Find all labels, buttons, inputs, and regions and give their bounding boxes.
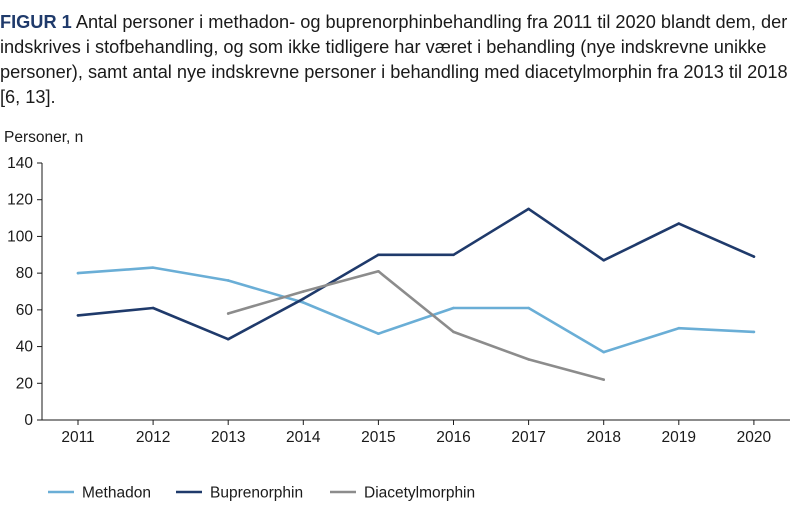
x-tick-label: 2018 (586, 429, 620, 446)
x-tick-label: 2016 (436, 429, 470, 446)
data-point-methadon (752, 330, 756, 334)
x-tick-label: 2020 (737, 429, 772, 446)
y-tick-label: 60 (16, 302, 34, 319)
legend-label-methadon: Methadon (82, 485, 151, 502)
x-tick-label: 2017 (511, 429, 545, 446)
legend-label-diacetylmorphin: Diacetylmorphin (364, 485, 475, 502)
data-point-buprenorphin (377, 253, 380, 257)
data-point-diacetylmorphin (302, 290, 305, 293)
data-point-diacetylmorphin (602, 378, 605, 381)
data-point-buprenorphin (527, 207, 530, 211)
legend-label-buprenorphin: Buprenorphin (210, 485, 303, 502)
series-line-diacetylmorphin (226, 269, 606, 381)
data-point-buprenorphin (752, 255, 756, 258)
y-tick-label: 20 (16, 375, 34, 392)
x-tick-label: 2015 (361, 429, 395, 446)
x-tick-label: 2012 (136, 429, 170, 446)
data-point-buprenorphin (602, 258, 605, 262)
y-tick-label: 140 (7, 155, 33, 172)
caption-text: Antal personer i methadon- og buprenorph… (0, 12, 788, 107)
x-tick-label: 2011 (61, 429, 94, 446)
data-point-methadon (226, 279, 230, 282)
y-tick-label: 100 (7, 228, 33, 245)
series-line-methadon (76, 266, 756, 354)
data-point-methadon (302, 301, 305, 304)
y-tick-label: 40 (16, 339, 34, 356)
data-point-diacetylmorphin (377, 270, 380, 273)
data-point-methadon (151, 266, 155, 269)
y-tick-label: 120 (7, 192, 33, 209)
x-tick-label: 2014 (286, 429, 321, 446)
x-tick-label: 2019 (662, 429, 696, 446)
figure-caption: FIGUR 1 Antal personer i methadon- og bu… (0, 10, 792, 110)
data-point-buprenorphin (76, 314, 80, 317)
data-point-diacetylmorphin (527, 358, 530, 361)
y-axis-label: Personer, n (4, 129, 84, 146)
data-point-methadon (527, 306, 530, 310)
data-point-diacetylmorphin (226, 312, 230, 315)
series-line-buprenorphin (76, 207, 756, 341)
data-point-methadon (452, 306, 455, 310)
y-tick-label: 0 (24, 412, 33, 429)
figure-label: FIGUR 1 (0, 12, 72, 32)
y-tick-label: 80 (16, 265, 34, 282)
data-point-buprenorphin (677, 222, 681, 225)
data-point-buprenorphin (302, 297, 305, 301)
data-point-methadon (602, 350, 605, 354)
data-point-methadon (377, 332, 380, 336)
data-point-buprenorphin (151, 306, 155, 310)
data-point-methadon (677, 326, 681, 330)
data-point-methadon (76, 271, 80, 275)
x-tick-label: 2013 (211, 429, 245, 446)
data-point-buprenorphin (452, 253, 455, 257)
data-point-buprenorphin (226, 337, 230, 341)
data-point-diacetylmorphin (452, 330, 455, 334)
